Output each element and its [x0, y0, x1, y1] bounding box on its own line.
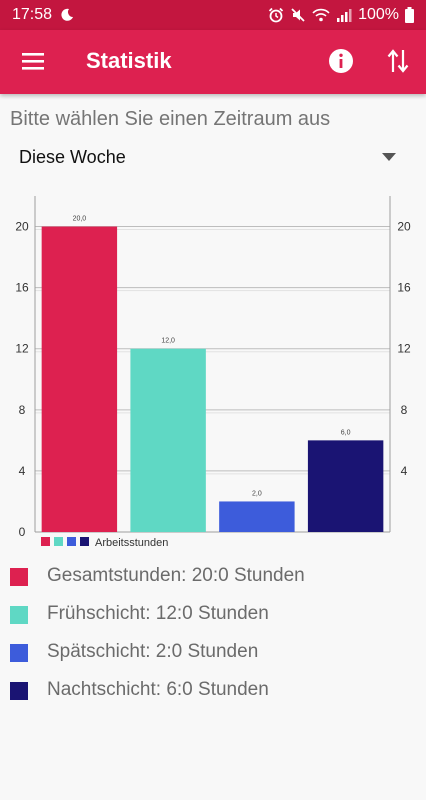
info-icon[interactable]: [328, 48, 354, 74]
bar-gesamtstunden: [41, 226, 118, 532]
bar-value-label: 6,0: [341, 429, 351, 436]
bar-value-label: 2,0: [252, 490, 262, 497]
menu-icon[interactable]: [20, 50, 46, 72]
period-prompt: Bitte wählen Sie einen Zeitraum aus: [10, 108, 331, 130]
hours-bar-chart: 0 4 4 8 8 12 12 16 16 20 20 20,0 12,0 2,0 6,0 Arbeitsst…: [15, 196, 411, 549]
y-tick-label-left: 12: [15, 342, 29, 356]
bar-spätschicht: [219, 501, 295, 532]
y-tick-label-right: 12: [397, 342, 411, 356]
summary-label: Spätschicht: 2:0 Stunden: [47, 641, 259, 662]
summary-color-swatch: [10, 682, 28, 700]
bar-value-label: 12,0: [161, 338, 175, 345]
mute-icon: [291, 8, 305, 22]
y-tick-label-right: 4: [401, 464, 408, 478]
summary-color-swatch: [10, 606, 28, 624]
legend-swatch: [67, 537, 76, 546]
status-time: 17:58: [12, 6, 53, 23]
period-dropdown[interactable]: Diese Woche: [10, 138, 406, 176]
summary-label: Nachtschicht: 6:0 Stunden: [47, 679, 269, 700]
summary-color-swatch: [10, 644, 28, 662]
page-title: Statistik: [86, 48, 172, 73]
legend-swatch: [41, 537, 50, 546]
battery-icon: [405, 7, 414, 23]
summary-label: Gesamtstunden: 20:0 Stunden: [47, 565, 305, 586]
sort-icon[interactable]: [386, 48, 410, 74]
period-selected-value: Diese Woche: [19, 147, 126, 167]
y-tick-label-left: 8: [19, 403, 26, 417]
battery-percent: 100%: [358, 6, 399, 23]
summary-color-swatch: [10, 568, 28, 586]
signal-icon: [337, 9, 352, 22]
y-tick-label-left: 16: [15, 281, 29, 295]
summary-row: Nachtschicht: 6:0 Stunden: [0, 674, 426, 712]
status-bar: 17:58 100%: [0, 0, 426, 30]
summary-row: Spätschicht: 2:0 Stunden: [0, 636, 426, 674]
legend-swatch: [80, 537, 89, 546]
y-tick-label-right: 20: [397, 220, 411, 234]
alarm-icon: [268, 7, 284, 23]
bar-frühschicht: [130, 348, 206, 532]
legend-label: Arbeitsstunden: [95, 537, 168, 549]
y-tick-label-right: 8: [401, 403, 408, 417]
moon-icon: [61, 8, 74, 21]
bar-value-label: 20,0: [73, 216, 87, 223]
wifi-icon: [312, 8, 330, 22]
bar-nachtschicht: [307, 440, 384, 532]
y-tick-label-left: 20: [15, 220, 29, 234]
legend-swatch: [54, 537, 63, 546]
y-tick-label-left: 0: [19, 525, 26, 539]
summary-row: Frühschicht: 12:0 Stunden: [0, 598, 426, 636]
summary-label: Frühschicht: 12:0 Stunden: [47, 603, 269, 624]
y-tick-label-left: 4: [19, 464, 26, 478]
y-tick-label-right: 16: [397, 281, 411, 295]
dropdown-arrow-icon: [382, 153, 396, 161]
app-bar: Statistik: [0, 30, 426, 94]
summary-row: Gesamtstunden: 20:0 Stunden: [0, 560, 426, 598]
